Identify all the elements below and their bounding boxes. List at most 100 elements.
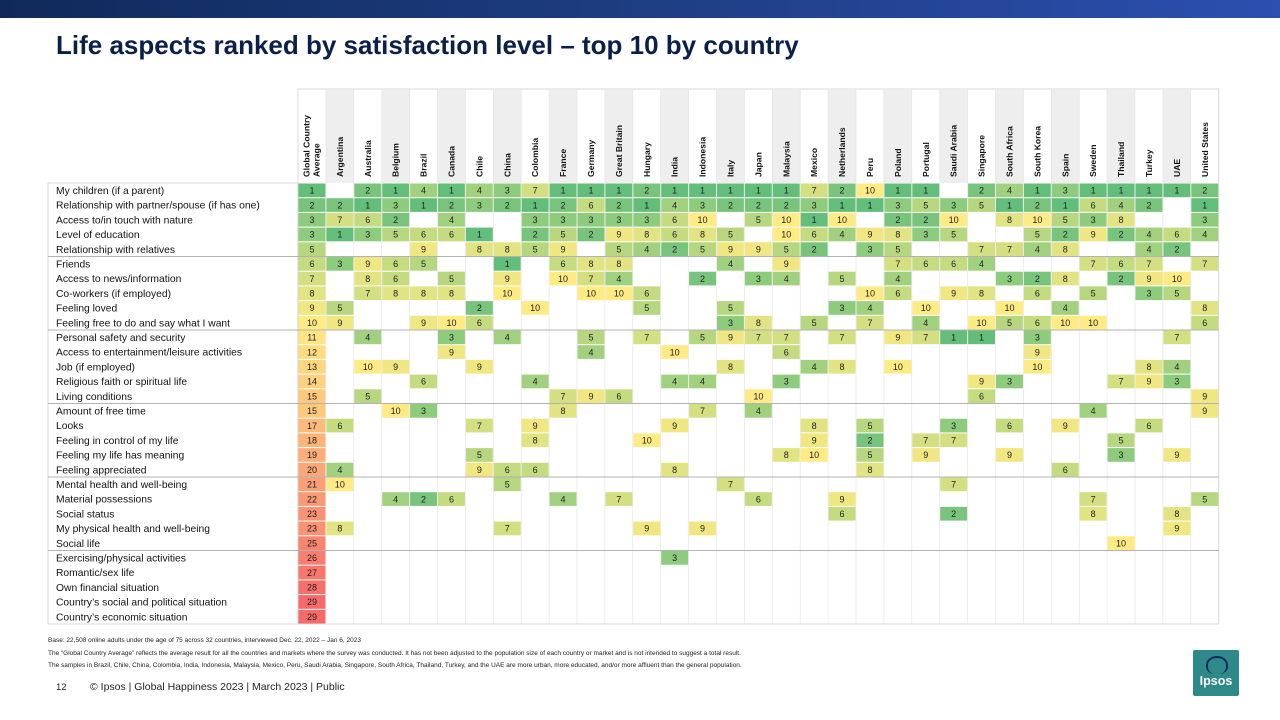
cell-value: 6 xyxy=(1091,200,1096,210)
heatmap-cell xyxy=(298,565,326,580)
heatmap-cell xyxy=(438,227,465,242)
column-header-shade xyxy=(716,89,745,183)
cell-value: 14 xyxy=(307,377,317,387)
heatmap-cell xyxy=(828,301,856,315)
cell-value: 7 xyxy=(533,186,538,196)
heatmap-cell xyxy=(549,389,577,403)
heatmap-cell xyxy=(772,330,800,345)
cell-value: 9 xyxy=(1007,450,1012,460)
heatmap-cell xyxy=(382,183,410,198)
column-label-group: Malaysia xyxy=(781,141,791,177)
cell-value: 3 xyxy=(449,333,454,343)
column-label-group: UAE xyxy=(1172,159,1182,177)
heatmap-cell xyxy=(1135,257,1163,271)
cell-value: 7 xyxy=(895,259,900,269)
cell-value: 2 xyxy=(561,200,566,210)
cell-value: 3 xyxy=(1174,377,1179,387)
column-label-group: China xyxy=(502,153,512,177)
cell-value: 9 xyxy=(449,347,454,357)
ipsos-logo: Ipsos xyxy=(1193,650,1239,696)
column-label-group: Poland xyxy=(893,148,903,177)
heatmap-cell xyxy=(800,433,828,448)
heatmap-cell xyxy=(382,227,410,242)
cell-value: 5 xyxy=(1119,435,1124,445)
cell-value: 2 xyxy=(1035,200,1040,210)
cell-value: 4 xyxy=(1174,362,1179,372)
row-label: Access to news/information xyxy=(56,274,182,285)
cell-value: 3 xyxy=(1035,333,1040,343)
heatmap-cell xyxy=(465,418,493,433)
cell-value: 3 xyxy=(393,200,398,210)
heatmap-cell xyxy=(1023,242,1051,256)
cell-value: 9 xyxy=(867,230,872,240)
column-label: Australia xyxy=(363,140,373,177)
cell-value: 4 xyxy=(672,377,677,387)
cell-value: 1 xyxy=(812,215,817,225)
column-label: Portugal xyxy=(921,142,931,177)
heatmap-cell xyxy=(968,374,995,389)
column-label-group: Great Britain xyxy=(614,125,624,177)
heatmap-cell xyxy=(354,330,382,345)
cell-value: 5 xyxy=(561,230,566,240)
heatmap-cell xyxy=(298,477,326,492)
heatmap-cell xyxy=(689,330,716,345)
cell-value: 4 xyxy=(756,406,761,416)
heatmap-cell xyxy=(1107,198,1135,212)
cell-value: 1 xyxy=(644,200,649,210)
heatmap-cell xyxy=(438,330,465,345)
column-label: Global Country xyxy=(301,115,311,177)
heatmap-cell xyxy=(689,374,716,389)
logo-mark-icon xyxy=(1206,656,1228,674)
heatmap-cell xyxy=(884,242,912,256)
heatmap-cell xyxy=(1107,433,1135,448)
cell-value: 10 xyxy=(446,318,456,328)
cell-value: 4 xyxy=(1146,230,1151,240)
cell-value: 4 xyxy=(477,186,482,196)
cell-value: 6 xyxy=(505,465,510,475)
cell-value: 3 xyxy=(588,215,593,225)
cell-value: 3 xyxy=(895,200,900,210)
heatmap-cell xyxy=(298,359,326,374)
heatmap-cell xyxy=(298,462,326,477)
row-label: Exercising/physical activities xyxy=(56,553,186,564)
cell-value: 6 xyxy=(840,509,845,519)
cell-value: 1 xyxy=(365,200,370,210)
heatmap-cell xyxy=(1023,227,1051,242)
heatmap-cell xyxy=(298,212,326,227)
heatmap-cell xyxy=(521,227,549,242)
heatmap-cell xyxy=(605,198,633,212)
cell-value: 3 xyxy=(616,215,621,225)
cell-value: 2 xyxy=(1063,230,1068,240)
cell-value: 3 xyxy=(700,200,705,210)
cell-value: 7 xyxy=(784,333,789,343)
cell-value: 5 xyxy=(309,244,314,254)
page-title: Life aspects ranked by satisfaction leve… xyxy=(56,30,799,60)
heatmap-cell xyxy=(354,389,382,403)
cell-value: 6 xyxy=(309,259,314,269)
cell-value: 10 xyxy=(837,215,847,225)
heatmap-cell xyxy=(577,227,605,242)
cell-value: 8 xyxy=(1063,244,1068,254)
cell-value: 8 xyxy=(421,288,426,298)
heatmap-cell xyxy=(1191,389,1219,403)
cell-value: 9 xyxy=(477,362,482,372)
cell-value: 1 xyxy=(728,186,733,196)
column-label: Brazil xyxy=(419,154,429,177)
cell-value: 7 xyxy=(700,406,705,416)
cell-value: 5 xyxy=(505,480,510,490)
cell-value: 6 xyxy=(756,494,761,504)
heatmap-cell xyxy=(298,580,326,595)
heatmap-cell xyxy=(465,359,493,374)
column-label: Argentina xyxy=(335,137,345,177)
heatmap-cell xyxy=(661,418,689,433)
heatmap-cell xyxy=(800,448,828,462)
heatmap-cell xyxy=(605,183,633,198)
heatmap-cell xyxy=(410,374,437,389)
cell-value: 5 xyxy=(337,303,342,313)
row-label: Friends xyxy=(56,259,90,270)
heatmap-cell xyxy=(744,492,772,506)
heatmap-cell xyxy=(1023,198,1051,212)
cell-value: 9 xyxy=(421,318,426,328)
cell-value: 8 xyxy=(1174,509,1179,519)
heatmap-cell xyxy=(326,477,354,492)
